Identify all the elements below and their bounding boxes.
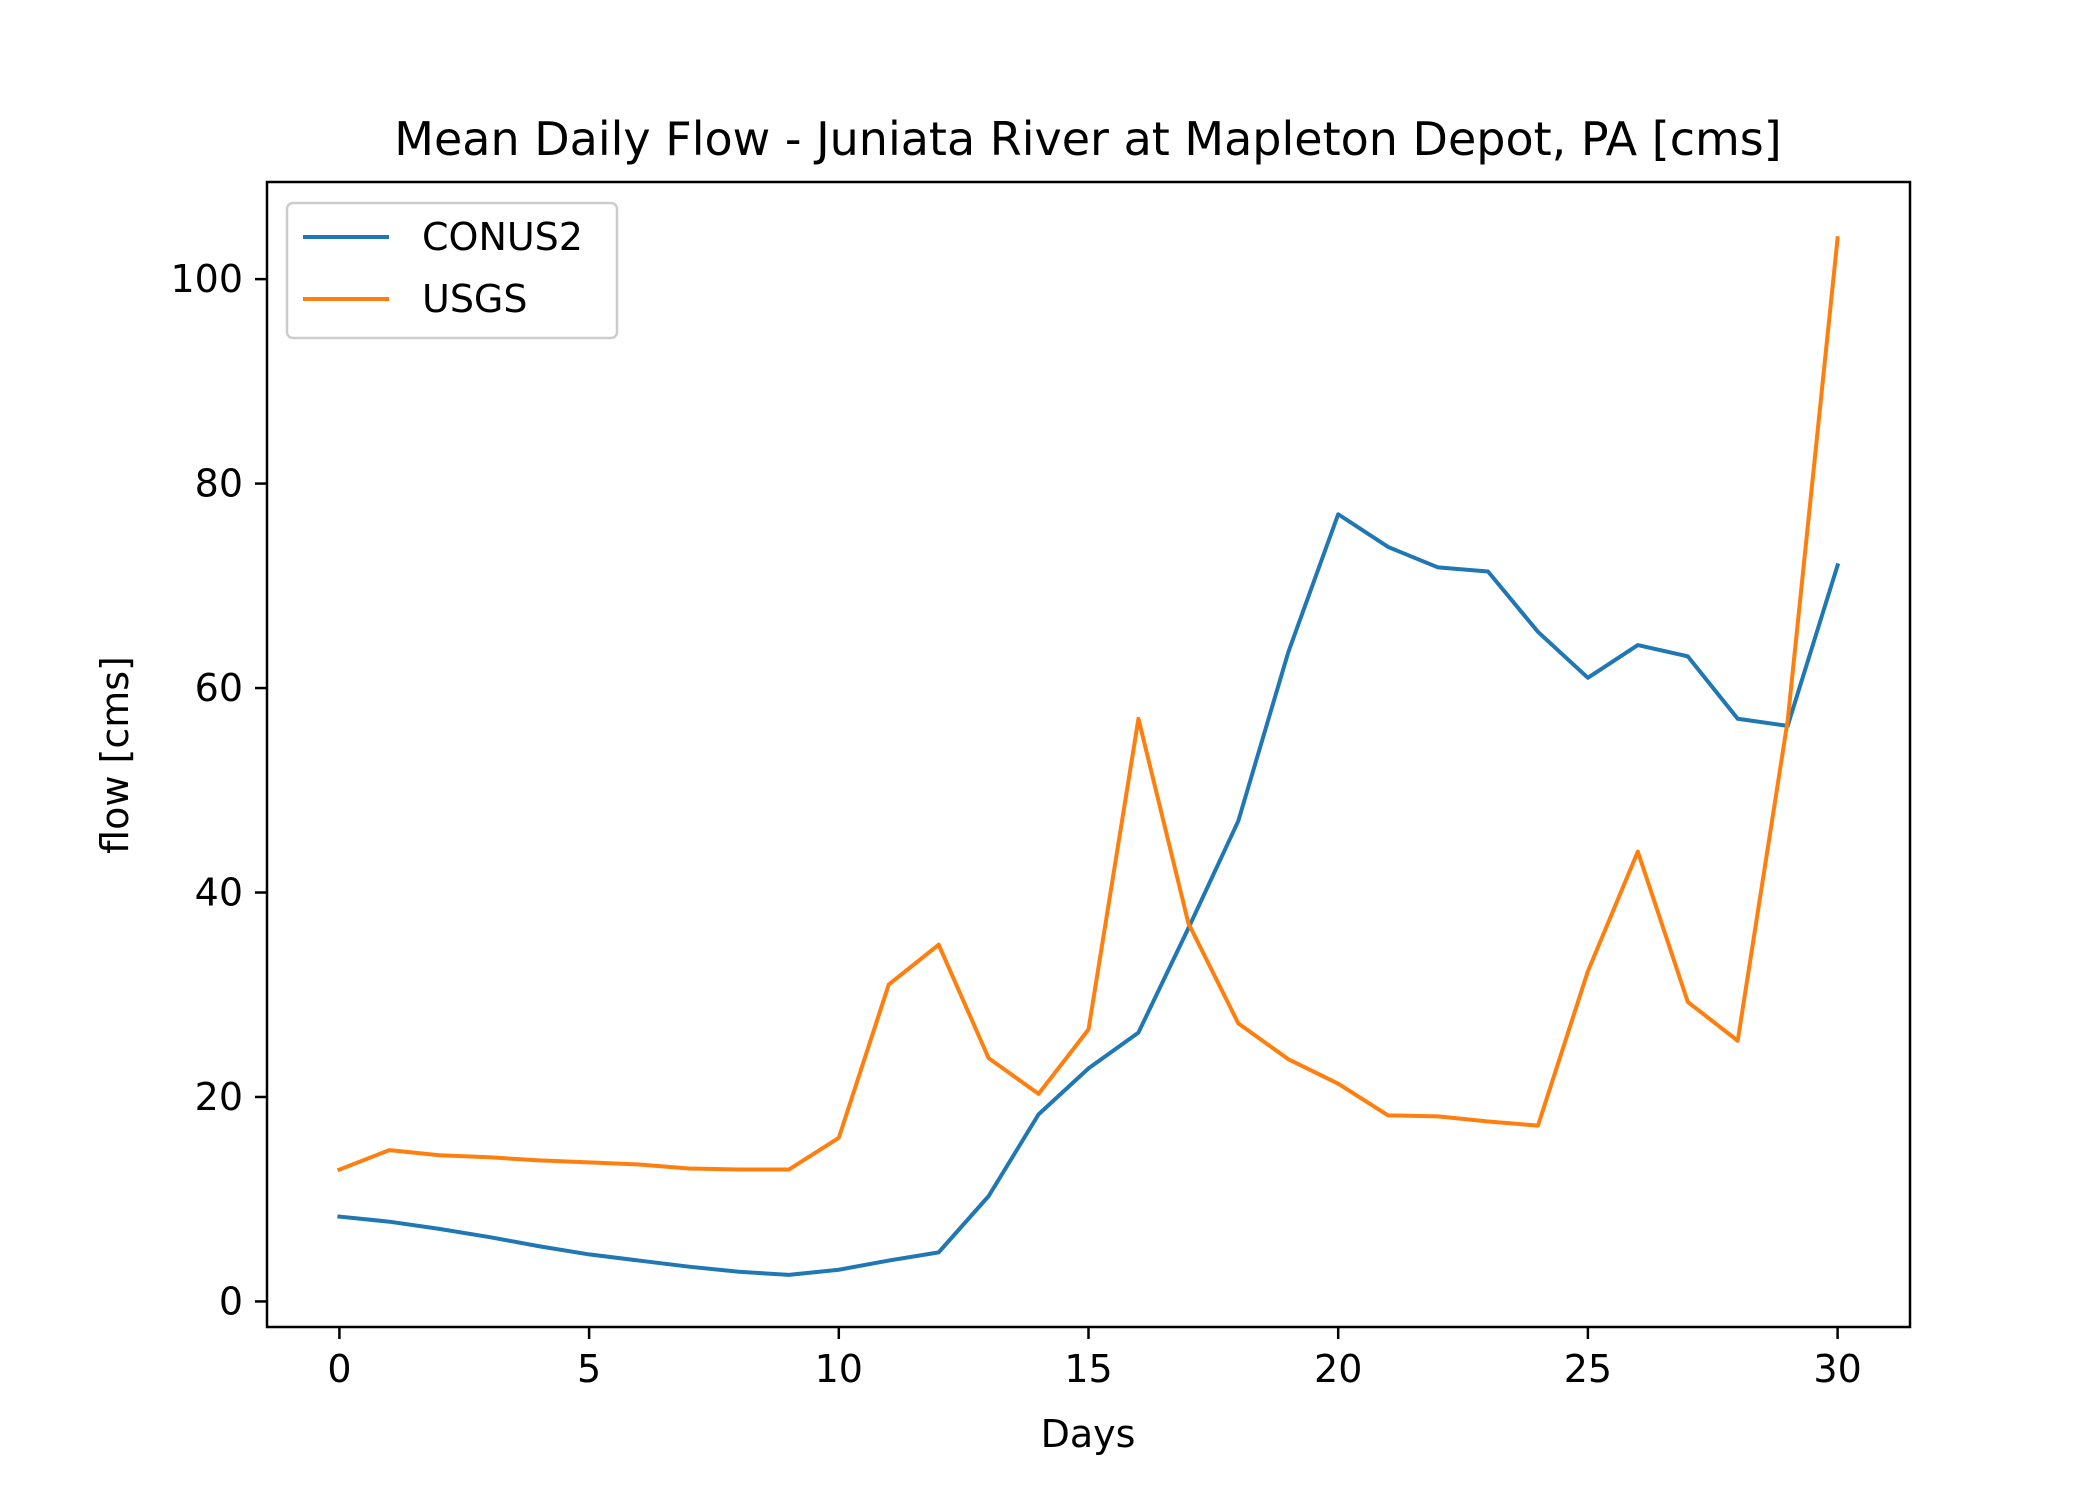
y-tick-label: 60 [195,666,243,710]
y-tick-label: 80 [195,462,243,506]
y-tick-label: 20 [195,1075,243,1119]
y-tick-label: 40 [195,871,243,915]
plot-frame [265,180,1912,1329]
y-tick-label: 100 [170,257,243,301]
x-tick-label: 20 [1314,1347,1362,1391]
legend-label: CONUS2 [422,215,583,259]
x-tick-label: 10 [815,1347,863,1391]
legend: CONUS2 USGS [285,201,619,340]
x-tick-label: 0 [327,1347,351,1391]
y-axis-label: flow [cms] [93,656,137,854]
legend-label: USGS [422,277,528,321]
x-tick-label: 25 [1564,1347,1612,1391]
series-line-usgs [336,236,1840,1173]
series-lines [336,236,1841,1277]
x-tick-label: 5 [577,1347,601,1391]
axis-ticks: 0 5 10 15 20 25 30 0 20 40 60 80 100 [170,257,1861,1391]
x-axis-label: Days [1041,1412,1136,1456]
series-line-conus2 [337,512,1841,1277]
chart-title: Mean Daily Flow - Juniata River at Maple… [394,112,1781,166]
x-tick-label: 15 [1064,1347,1112,1391]
x-tick-label: 30 [1813,1347,1861,1391]
y-tick-label: 0 [219,1279,243,1323]
